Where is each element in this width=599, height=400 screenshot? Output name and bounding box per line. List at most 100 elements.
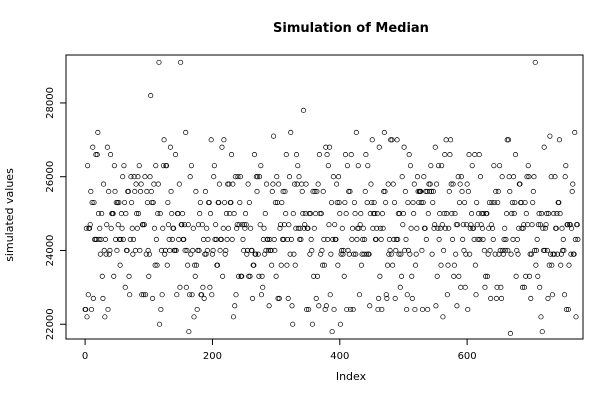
data-point: [274, 174, 280, 180]
data-point: [150, 295, 156, 301]
data-point: [292, 262, 298, 268]
data-point: [199, 222, 205, 228]
data-point: [545, 295, 551, 301]
data-point: [420, 199, 426, 206]
data-point: [573, 314, 579, 320]
data-point: [328, 199, 335, 206]
data-point: [351, 251, 357, 257]
data-point: [493, 188, 499, 195]
data-point: [407, 163, 414, 169]
data-point: [443, 137, 449, 143]
data-point: [183, 129, 189, 136]
data-point: [369, 199, 375, 206]
data-point: [530, 199, 536, 206]
data-point: [197, 199, 203, 206]
data-point: [121, 163, 127, 169]
data-point: [318, 211, 324, 217]
data-point: [476, 152, 482, 158]
data-point: [342, 152, 349, 158]
data-point: [189, 292, 195, 298]
data-point: [167, 247, 173, 254]
data-point: [503, 236, 509, 242]
data-point: [409, 273, 415, 279]
data-point: [286, 222, 292, 228]
data-point: [532, 59, 538, 65]
data-point: [126, 273, 132, 279]
data-point: [311, 273, 317, 279]
data-point: [471, 236, 477, 242]
data-point: [216, 181, 222, 187]
data-point: [223, 211, 230, 217]
data-point: [528, 295, 534, 301]
data-point: [412, 306, 418, 313]
data-point: [270, 181, 276, 187]
data-point: [499, 174, 505, 180]
data-point: [313, 211, 319, 217]
data-point: [561, 247, 567, 254]
data-point: [293, 225, 299, 231]
data-point: [88, 306, 95, 313]
data-point: [494, 284, 500, 290]
data-point: [204, 247, 210, 254]
data-point: [334, 199, 340, 206]
data-point: [375, 306, 381, 313]
data-point: [568, 251, 574, 257]
data-point: [330, 236, 336, 242]
y-tick-label: 26000: [45, 161, 56, 193]
data-point: [370, 225, 376, 231]
data-point: [544, 247, 550, 254]
data-point: [216, 199, 222, 206]
data-point: [502, 225, 508, 231]
data-point: [132, 188, 138, 195]
data-point: [540, 225, 546, 231]
data-point: [501, 236, 507, 242]
data-point: [221, 199, 228, 206]
data-point: [225, 225, 231, 231]
data-point: [179, 211, 186, 217]
data-point: [356, 292, 363, 298]
data-point: [295, 163, 301, 169]
data-point: [182, 247, 188, 254]
data-point: [127, 236, 133, 242]
data-point: [272, 199, 279, 206]
data-point: [474, 199, 480, 206]
data-point: [376, 144, 382, 150]
data-point: [418, 188, 424, 195]
data-point: [104, 222, 110, 228]
data-point: [552, 174, 558, 180]
data-point: [363, 251, 370, 257]
data-point: [487, 247, 493, 254]
data-point: [387, 247, 393, 254]
data-point: [148, 188, 154, 195]
data-point: [521, 284, 527, 290]
data-point: [386, 251, 392, 257]
data-point: [372, 211, 378, 217]
data-point: [382, 188, 388, 195]
data-point: [171, 225, 177, 231]
data-point: [87, 225, 93, 231]
data-point: [441, 247, 447, 254]
data-point: [269, 262, 275, 268]
data-point: [269, 188, 275, 195]
data-point: [305, 225, 311, 231]
x-tick-label: 200: [203, 351, 222, 362]
data-point: [500, 247, 506, 254]
data-point: [456, 199, 463, 206]
data-point: [272, 247, 278, 254]
data-point: [298, 236, 304, 242]
data-point: [446, 188, 452, 195]
data-point: [553, 225, 559, 231]
data-point: [474, 222, 480, 228]
data-point: [316, 303, 322, 309]
data-point: [493, 295, 499, 301]
data-point: [343, 211, 349, 217]
data-point: [490, 236, 496, 242]
data-point: [486, 225, 492, 231]
data-point: [439, 163, 445, 169]
data-point: [334, 181, 340, 187]
data-point: [405, 199, 411, 206]
data-point: [451, 262, 457, 268]
data-point: [181, 222, 187, 228]
data-points: [82, 59, 581, 337]
data-point: [515, 251, 521, 257]
